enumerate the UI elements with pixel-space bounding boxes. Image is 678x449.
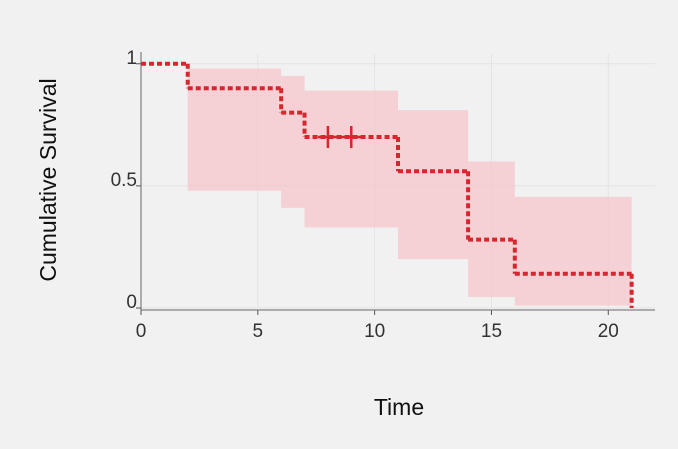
y-tick-label: 0.5	[111, 170, 137, 191]
ci-band	[187, 68, 282, 191]
censor-mark	[317, 126, 338, 149]
censor-mark	[341, 126, 362, 149]
ci-band	[281, 75, 305, 208]
x-axis-title: Time	[374, 394, 424, 420]
ci-band	[514, 196, 632, 306]
x-tick-label: 5	[253, 321, 264, 342]
x-tick-label: 10	[364, 321, 385, 342]
ci-band	[398, 110, 469, 260]
ci-band	[468, 161, 515, 298]
y-tick-label: 0	[126, 292, 137, 313]
ci-band	[304, 90, 398, 228]
x-tick-label: 0	[136, 321, 147, 342]
y-axis-title: Cumulative Survival	[35, 78, 61, 281]
y-tick-label: 1	[126, 48, 137, 69]
x-tick-label: 20	[598, 321, 619, 342]
x-tick-label: 15	[481, 321, 502, 342]
